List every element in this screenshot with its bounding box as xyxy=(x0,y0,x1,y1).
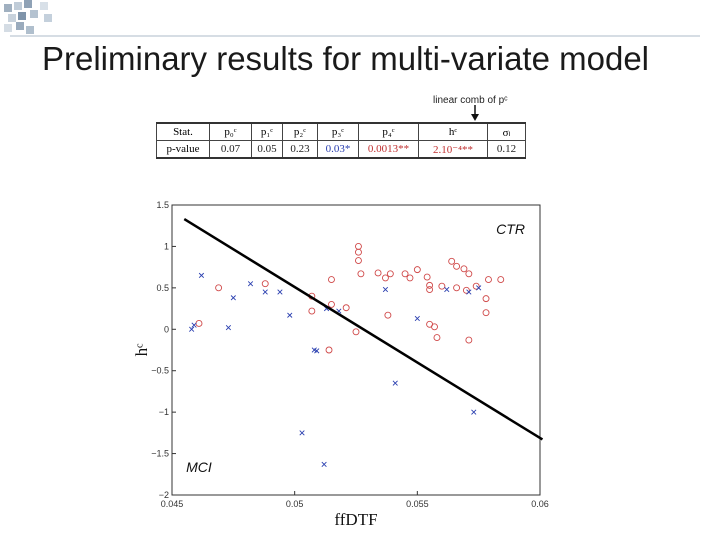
ctr-point xyxy=(386,270,394,278)
mci-point xyxy=(471,409,477,415)
y-axis-label: hᶜ xyxy=(132,343,151,357)
mci-point xyxy=(247,281,254,287)
x-tick-label: 0.05 xyxy=(286,499,304,509)
ctr-point xyxy=(426,281,434,289)
mci-point xyxy=(414,315,420,322)
stats-value-cell: 0.0013** xyxy=(358,140,419,159)
y-tick-label: −1 xyxy=(159,407,169,417)
stats-value-cell: 0.12 xyxy=(487,140,526,159)
decision-line xyxy=(183,218,544,441)
annotation-arrow xyxy=(471,105,479,121)
title-decoration xyxy=(4,0,700,37)
ctr-point xyxy=(384,311,392,319)
stats-row-label: p-value xyxy=(156,140,210,159)
ctr-point xyxy=(308,307,316,315)
data-points xyxy=(189,242,505,467)
mci-point xyxy=(476,285,482,291)
y-tick-label: 1.5 xyxy=(156,200,169,210)
ctr-point xyxy=(460,265,468,273)
stats-table-value-row: p-value 0.07 0.05 0.23 0.03* 0.0013** 2.… xyxy=(156,140,526,159)
stats-value-cell: 0.23 xyxy=(282,140,318,159)
mci-point xyxy=(189,326,195,332)
stats-header-cell: Stat. xyxy=(156,122,210,141)
ctr-point xyxy=(215,284,223,292)
ctr-point xyxy=(352,328,360,336)
slide-title: Preliminary results for multi-variate mo… xyxy=(42,40,650,77)
stats-value-cell: 2.10⁻⁴** xyxy=(418,140,488,159)
ctr-point xyxy=(401,270,409,278)
ctr-point xyxy=(328,276,335,284)
y-tick-label: 0 xyxy=(164,324,169,334)
mci-point xyxy=(314,348,320,354)
region-labels: CTR MCI xyxy=(186,221,525,475)
ctr-point xyxy=(261,280,269,288)
ctr-point xyxy=(406,274,414,282)
y-tick-label: −1.5 xyxy=(151,449,169,459)
mci-point xyxy=(444,286,450,293)
ctr-point xyxy=(195,320,203,327)
decision-boundary xyxy=(183,218,544,441)
x-tick-label: 0.055 xyxy=(406,499,429,509)
annotation-label: linear comb of pᶜ xyxy=(433,95,508,106)
mci-point xyxy=(230,295,236,301)
stats-value-cell: 0.07 xyxy=(209,140,252,159)
ctr-point xyxy=(438,282,446,290)
ctr-point xyxy=(497,276,505,284)
mci-point xyxy=(198,272,205,279)
ctr-point xyxy=(355,248,362,256)
ctr-point xyxy=(355,242,362,250)
mci-point xyxy=(287,312,293,318)
stats-table: Stat. p₀ᶜ p₁ᶜ p₂ᶜ p₃ᶜ p₄ᶜ hᶜ σₗ p-value … xyxy=(156,122,526,159)
ctr-point xyxy=(355,257,362,264)
y-tick-label: −2 xyxy=(159,490,169,500)
ctr-point xyxy=(472,282,480,290)
region-label: MCI xyxy=(186,459,212,475)
mci-point xyxy=(392,380,398,386)
ctr-point xyxy=(423,273,431,281)
ctr-point xyxy=(431,323,438,331)
mci-point xyxy=(277,289,283,295)
x-axis-label: ffDTF xyxy=(334,510,377,529)
ctr-point xyxy=(448,257,456,265)
mci-point xyxy=(262,289,268,295)
ctr-point xyxy=(485,276,492,284)
x-tick-label: 0.06 xyxy=(531,499,549,509)
mci-point xyxy=(382,286,389,293)
stats-value-cell: 0.05 xyxy=(251,140,283,159)
mci-point xyxy=(321,461,327,467)
ctr-point xyxy=(328,300,335,308)
region-label: CTR xyxy=(496,221,525,237)
ctr-point xyxy=(482,295,490,303)
ctr-point xyxy=(453,284,461,292)
ctr-point xyxy=(342,304,350,312)
ctr-point xyxy=(357,270,365,278)
ctr-point xyxy=(381,274,389,282)
ctr-point xyxy=(453,262,461,270)
ctr-point xyxy=(325,346,333,354)
ctr-point xyxy=(465,336,473,344)
ctr-point xyxy=(413,266,421,274)
ctr-point xyxy=(482,309,490,317)
ctr-point xyxy=(374,269,382,277)
mci-point xyxy=(225,325,232,331)
y-tick-label: 1 xyxy=(164,241,169,251)
y-tick-label: 0.5 xyxy=(156,283,169,293)
mci-point xyxy=(299,430,305,436)
mci-point xyxy=(466,289,472,295)
x-tick-label: 0.045 xyxy=(161,499,184,509)
stats-header-cell: p₄ᶜ xyxy=(358,122,419,141)
mci-point xyxy=(191,322,197,328)
ctr-point xyxy=(426,286,434,293)
ctr-point xyxy=(462,286,470,294)
ctr-point xyxy=(465,270,473,278)
y-tick-label: −0.5 xyxy=(151,366,169,376)
plot-area-frame xyxy=(171,204,541,496)
ctr-point xyxy=(433,334,441,342)
axis-ticks: 0.045 0.05 0.055 0.06 1.5 1 0.5 0 −0.5 −1 −1.5 −2 xyxy=(151,200,549,509)
